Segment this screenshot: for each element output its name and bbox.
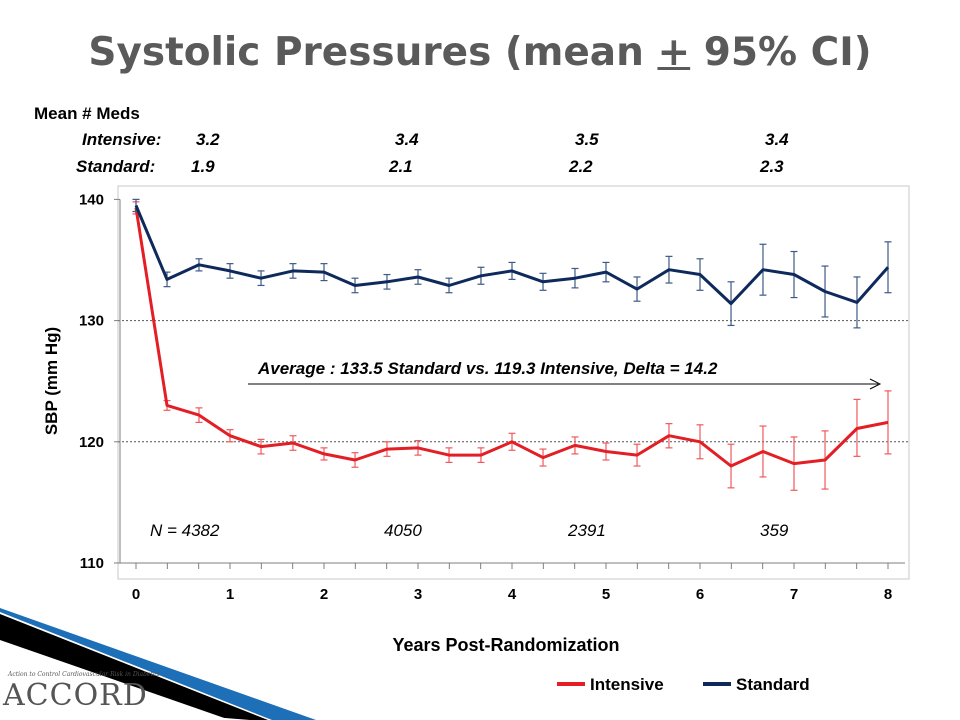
- line-standard: [134, 204, 890, 306]
- annotation-arrow-head: [869, 378, 882, 390]
- x-tick-label: 8: [884, 586, 892, 603]
- slide-title: Systolic Pressures (mean + 95% CI): [0, 30, 960, 75]
- plot-frame: [117, 185, 910, 580]
- x-tick-label: 6: [696, 586, 704, 603]
- intensive-meds-value: 3.5: [575, 130, 599, 149]
- x-tick-label: 1: [226, 586, 234, 603]
- x-tick-label: 3: [414, 586, 422, 603]
- n-label: 359: [760, 521, 789, 540]
- legend-label-intensive: Intensive: [590, 675, 664, 694]
- intensive-meds-label: Intensive:: [82, 130, 162, 149]
- x-tick-label: 4: [508, 586, 517, 603]
- intensive-meds-value: 3.2: [196, 130, 220, 149]
- legend-label-standard: Standard: [736, 675, 810, 694]
- n-label: N = 4382: [150, 521, 220, 540]
- decorative-swoosh-blue: [0, 608, 316, 720]
- x-axis-label: Years Post-Randomization: [392, 635, 619, 655]
- y-tick-label: 140: [79, 191, 104, 208]
- n-label: 2391: [567, 521, 606, 540]
- logo-wordmark: ACCORD: [3, 678, 148, 713]
- standard-meds-value: 2.3: [760, 157, 784, 176]
- series-standard: [132, 198, 892, 329]
- standard-meds-label: Standard:: [76, 157, 156, 176]
- average-annotation: Average : 133.5 Standard vs. 119.3 Inten…: [257, 359, 718, 378]
- standard-meds-value: 2.1: [389, 157, 413, 176]
- intensive-meds-value: 3.4: [765, 130, 789, 149]
- y-axis-label: SBP (mm Hg): [42, 327, 61, 435]
- x-tick-label: 7: [790, 586, 798, 603]
- y-tick-label: 130: [79, 313, 104, 330]
- y-tick-label: 120: [79, 434, 104, 451]
- line-intensive: [134, 207, 889, 468]
- title-text-before: Systolic Pressures (mean: [88, 30, 658, 75]
- series-intensive: [132, 201, 892, 491]
- y-tick-label: 110: [80, 555, 104, 572]
- x-tick-label: 0: [132, 586, 140, 603]
- standard-meds-value: 2.2: [569, 157, 593, 176]
- intensive-meds-value: 3.4: [395, 130, 419, 149]
- logo-tagline: Action to Control Cardiovascular Risk in…: [8, 671, 160, 678]
- x-tick-label: 2: [320, 586, 328, 603]
- x-tick-label: 5: [602, 586, 610, 603]
- mean-meds-header: Mean # Meds: [34, 104, 140, 123]
- title-text-after: 95% CI): [690, 30, 872, 75]
- plus-minus-sign: +: [657, 30, 691, 75]
- n-label: 4050: [384, 521, 422, 540]
- decorative-swoosh-fill: [0, 640, 230, 720]
- standard-meds-value: 1.9: [191, 157, 215, 176]
